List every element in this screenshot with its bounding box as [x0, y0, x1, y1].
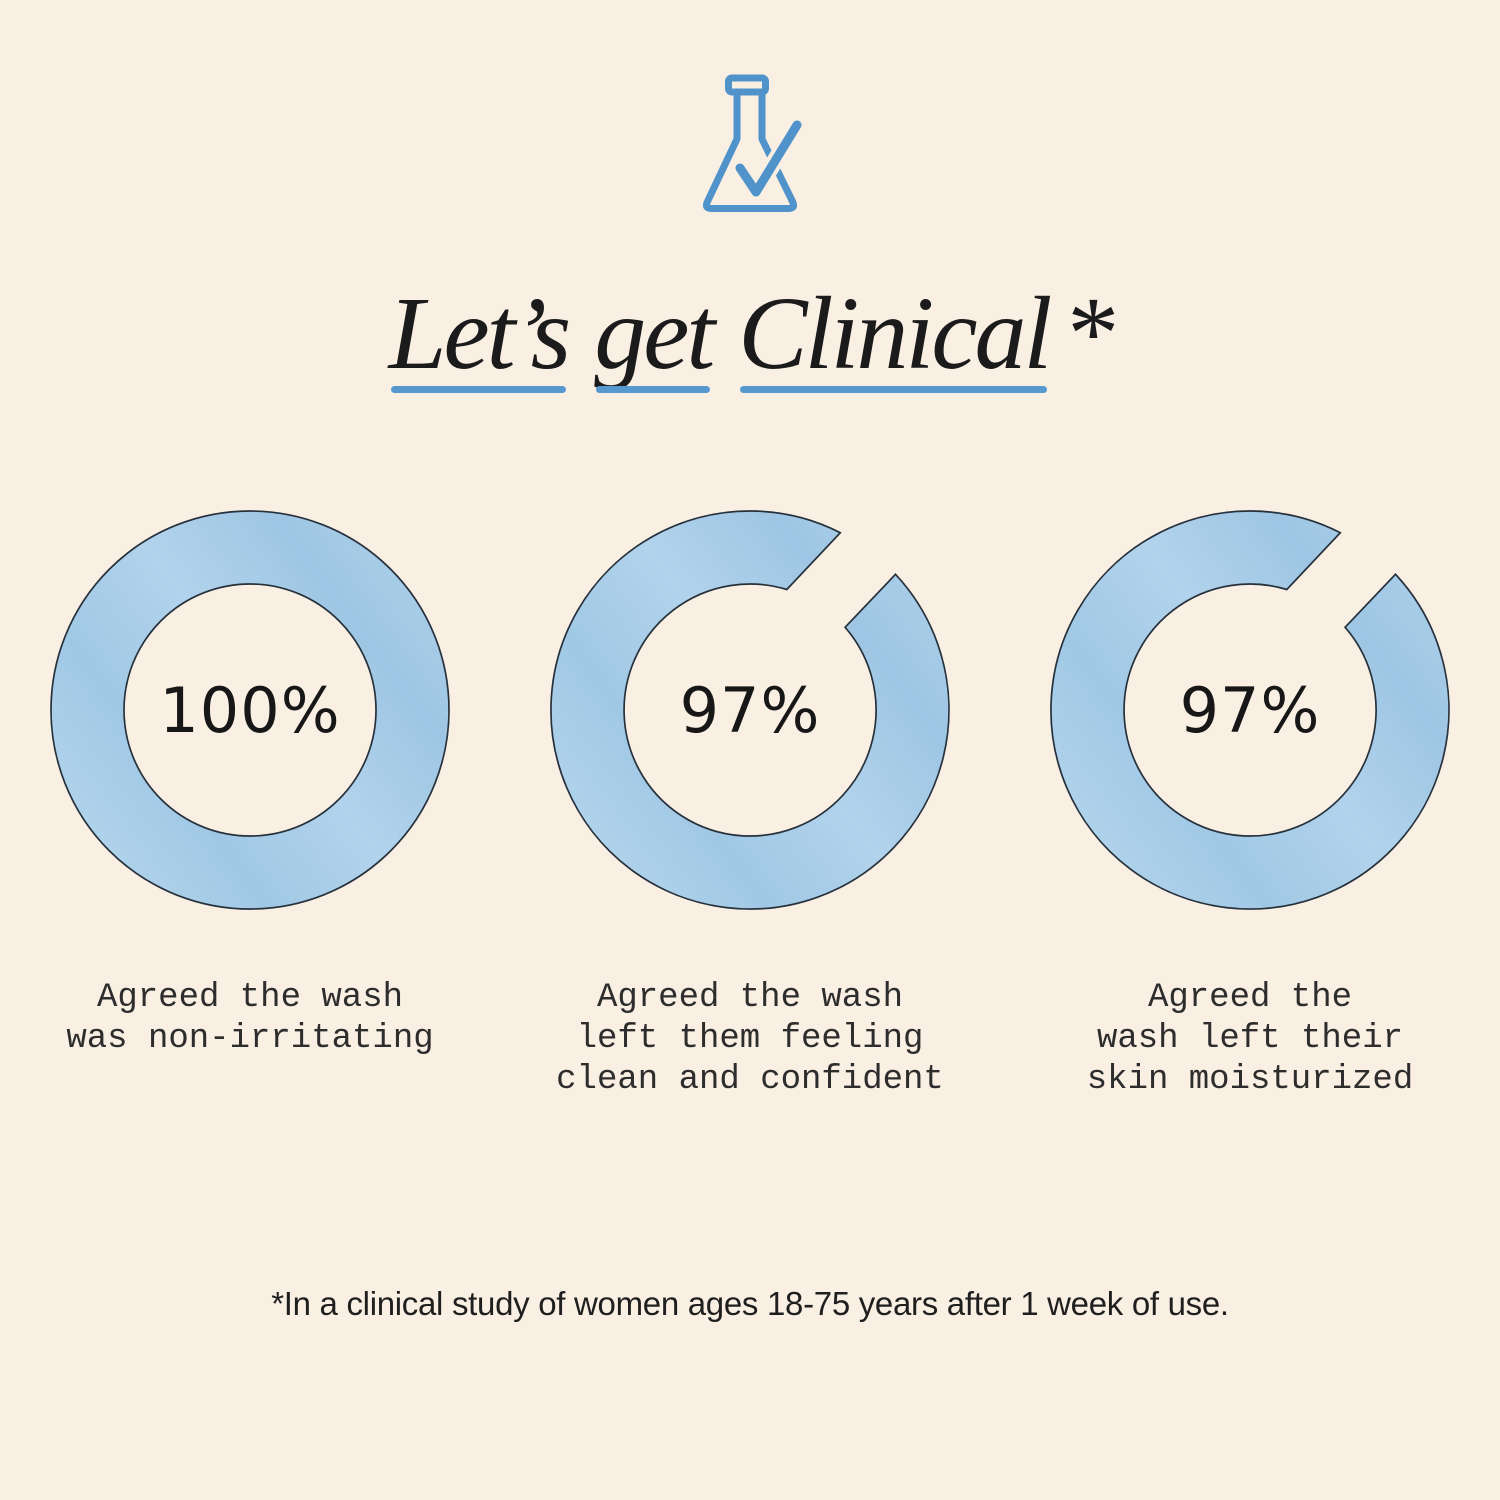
caption-line: Agreed the: [1147, 979, 1353, 1017]
caption-line: clean and confident: [556, 1061, 944, 1099]
title-word: Let’s: [388, 276, 571, 393]
donut-chart: 100%: [47, 507, 453, 913]
title-word: *: [1062, 276, 1114, 391]
stat-caption: Agreed the wash left their skin moisturize…: [1087, 978, 1413, 1101]
percent-label: 97%: [679, 673, 821, 747]
donut-ring: [1050, 510, 1450, 910]
stat-column: 100% Agreed the wash was non-irritating: [0, 507, 500, 1101]
donut-chart: 97%: [547, 507, 953, 913]
title-word: get: [594, 276, 715, 393]
donut-arc: [550, 510, 950, 910]
donut-ring: [50, 510, 450, 910]
donut-arc: [50, 510, 450, 910]
flask-body: [702, 92, 798, 212]
stat-caption: Agreed the wash was non-irritating: [66, 978, 433, 1060]
check-icon: [735, 120, 802, 197]
flask-check-icon: [702, 74, 806, 212]
caption-line: Agreed the wash: [596, 979, 904, 1017]
footnote: *In a clinical study of women ages 18-75…: [271, 1285, 1229, 1322]
stats-row: 100% Agreed the wash was non-irritating 97%…: [0, 507, 1500, 1101]
stat-caption: Agreed the wash left them feeling clean an…: [556, 978, 944, 1101]
donut-ring: [550, 510, 950, 910]
donut-chart: 97%: [1047, 507, 1453, 913]
caption-line: skin moisturized: [1086, 1061, 1414, 1099]
flask-lip: [725, 74, 769, 96]
percent-label: 97%: [1179, 673, 1321, 747]
page-title: Let’s get Clinical *: [0, 276, 1500, 393]
caption-line: wash left their: [1096, 1020, 1404, 1058]
donut-arc: [1050, 510, 1450, 910]
caption-line: Agreed the wash: [96, 979, 404, 1017]
percent-label: 100%: [159, 673, 341, 747]
caption-line: left them feeling: [576, 1020, 924, 1058]
stat-column: 97% Agreed the wash left them feeling clean…: [500, 507, 1000, 1101]
caption-line: was non-irritating: [66, 1020, 434, 1058]
title-word: Clinical: [738, 276, 1052, 393]
stat-column: 97% Agreed the wash left their skin moistur…: [1000, 507, 1500, 1101]
